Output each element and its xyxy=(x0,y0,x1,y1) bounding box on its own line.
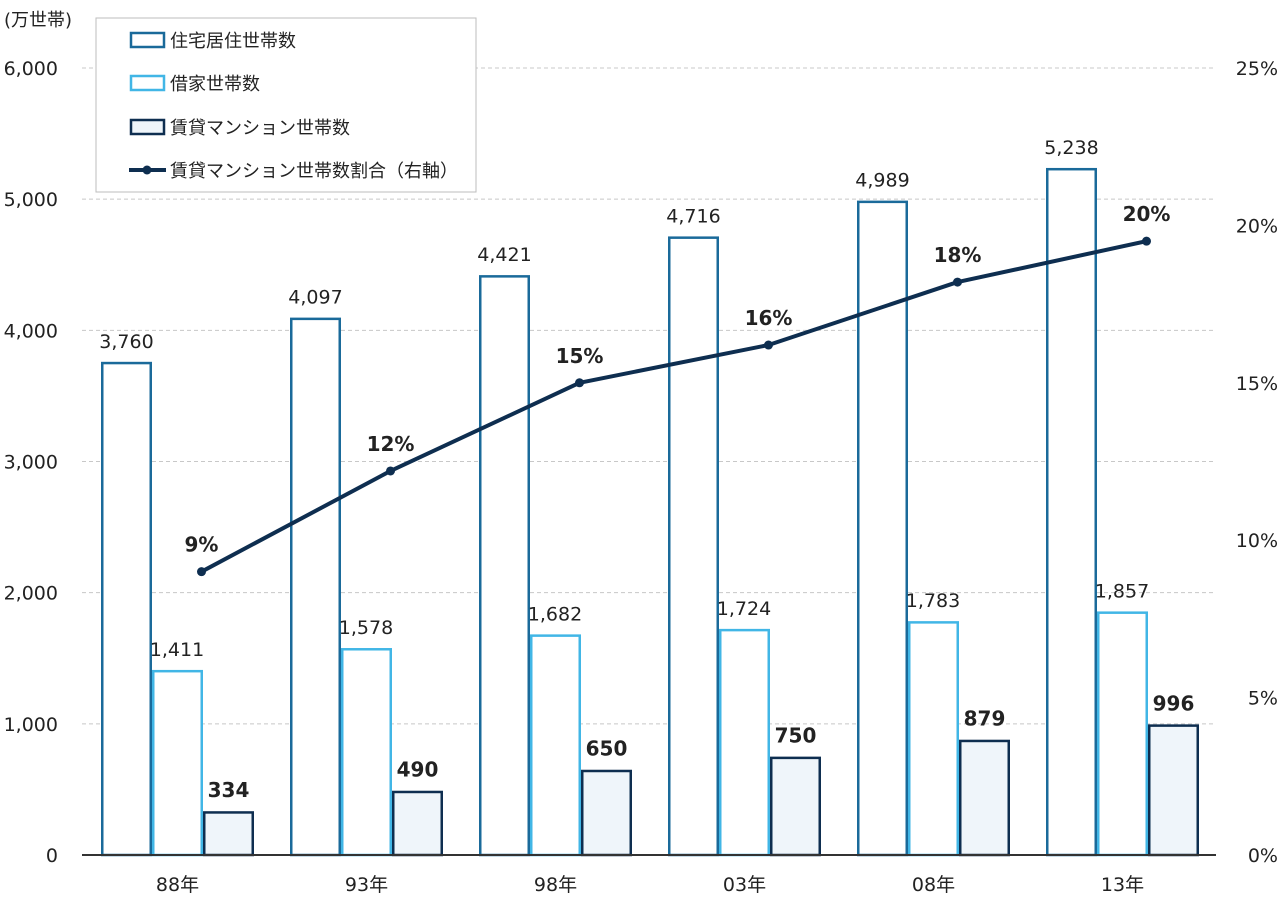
bar-rental xyxy=(719,628,770,857)
x-category-label: 98年 xyxy=(534,874,577,896)
bar-value-label: 1,682 xyxy=(528,603,582,625)
bar-rental xyxy=(530,634,581,857)
bar-rental-mansion xyxy=(392,790,443,857)
ratio-value-label: 15% xyxy=(556,344,604,368)
bar-value-label: 1,857 xyxy=(1095,580,1149,602)
legend-label: 借家世帯数 xyxy=(170,74,260,95)
bar-value-label: 996 xyxy=(1153,691,1195,715)
bar-value-label: 1,783 xyxy=(906,590,960,612)
bar-households xyxy=(479,275,530,857)
bar-rental xyxy=(341,648,392,857)
bar-rental xyxy=(152,669,203,857)
bar-rental xyxy=(1097,611,1148,857)
bar-value-label: 750 xyxy=(775,724,817,748)
bar-households xyxy=(101,361,152,857)
bar-value-label: 4,421 xyxy=(477,244,531,266)
y2-tick-label: 0% xyxy=(1248,845,1278,867)
bars xyxy=(101,167,1199,857)
y2-tick-label: 10% xyxy=(1236,530,1278,552)
ratio-point xyxy=(953,277,962,287)
bar-value-label: 3,760 xyxy=(99,331,153,353)
ratio-value-label: 16% xyxy=(745,306,793,330)
bar-value-label: 1,411 xyxy=(150,639,204,661)
bar-value-label: 650 xyxy=(586,737,628,761)
legend-swatch xyxy=(129,118,166,136)
legend-swatch xyxy=(129,31,166,49)
bar-rental-mansion xyxy=(770,756,821,857)
y-tick-label: 1,000 xyxy=(4,714,58,736)
y2-tick-label: 20% xyxy=(1236,215,1278,237)
bar-rental-mansion xyxy=(959,739,1010,857)
bar-households xyxy=(1046,167,1097,857)
legend-label: 住宅居住世帯数 xyxy=(170,31,296,52)
y-tick-label: 3,000 xyxy=(4,452,58,474)
y2-tick-label: 5% xyxy=(1248,688,1278,710)
ratio-value-label: 12% xyxy=(367,432,415,456)
bar-rental xyxy=(908,621,959,857)
bar-value-label: 5,238 xyxy=(1044,137,1098,159)
x-category-label: 13年 xyxy=(1101,874,1144,896)
axes: (万世帯) 0 1,000 2,000 3,000 4,000 5,000 6,000 0% 5%… xyxy=(4,10,1278,896)
y-axis-unit: (万世帯) xyxy=(4,10,72,31)
legend-label: 賃貸マンション世帯数割合（右軸） xyxy=(170,161,458,182)
y2-tick-label: 15% xyxy=(1236,373,1278,395)
ratio-line-path xyxy=(200,239,1147,574)
bar-value-label: 1,578 xyxy=(339,617,393,639)
bar-rental-mansion xyxy=(1148,724,1199,857)
bar-households xyxy=(668,236,719,857)
bar-value-label: 879 xyxy=(964,707,1006,731)
legend-label: 賃貸マンション世帯数 xyxy=(170,118,350,139)
bar-value-label: 1,724 xyxy=(717,598,771,620)
bar-value-label: 4,097 xyxy=(288,287,342,309)
y2-tick-label: 25% xyxy=(1236,58,1278,80)
bar-households xyxy=(290,317,341,857)
y-tick-label: 0 xyxy=(46,845,58,867)
bar-rental-mansion xyxy=(581,769,632,857)
y-tick-label: 6,000 xyxy=(4,58,58,80)
y-tick-label: 2,000 xyxy=(4,583,58,605)
data-labels: 3,760 1,411 334 4,097 1,578 490 4,421 1,682 650 4… xyxy=(99,137,1194,802)
ratio-line xyxy=(197,236,1151,577)
bar-value-label: 490 xyxy=(397,758,439,782)
ratio-value-label: 18% xyxy=(934,243,982,267)
ratio-point xyxy=(197,567,206,577)
bar-value-label: 4,989 xyxy=(855,170,909,192)
ratio-point xyxy=(386,466,395,476)
x-category-label: 08年 xyxy=(912,874,955,896)
bar-value-label: 334 xyxy=(208,778,250,802)
ratio-point xyxy=(1142,236,1151,246)
x-category-label: 88年 xyxy=(156,874,199,896)
bar-value-label: 4,716 xyxy=(666,205,720,227)
legend-swatch xyxy=(129,74,166,92)
ratio-value-label: 9% xyxy=(185,533,219,557)
ratio-point xyxy=(575,378,584,388)
ratio-value-label: 20% xyxy=(1123,202,1171,226)
bar-rental-mansion xyxy=(203,811,254,857)
y-tick-label: 4,000 xyxy=(4,320,58,342)
x-category-label: 93年 xyxy=(345,874,388,896)
legend-line-marker xyxy=(142,165,152,175)
x-category-label: 03年 xyxy=(723,874,766,896)
ratio-point xyxy=(764,340,773,350)
y-tick-label: 5,000 xyxy=(4,189,58,211)
